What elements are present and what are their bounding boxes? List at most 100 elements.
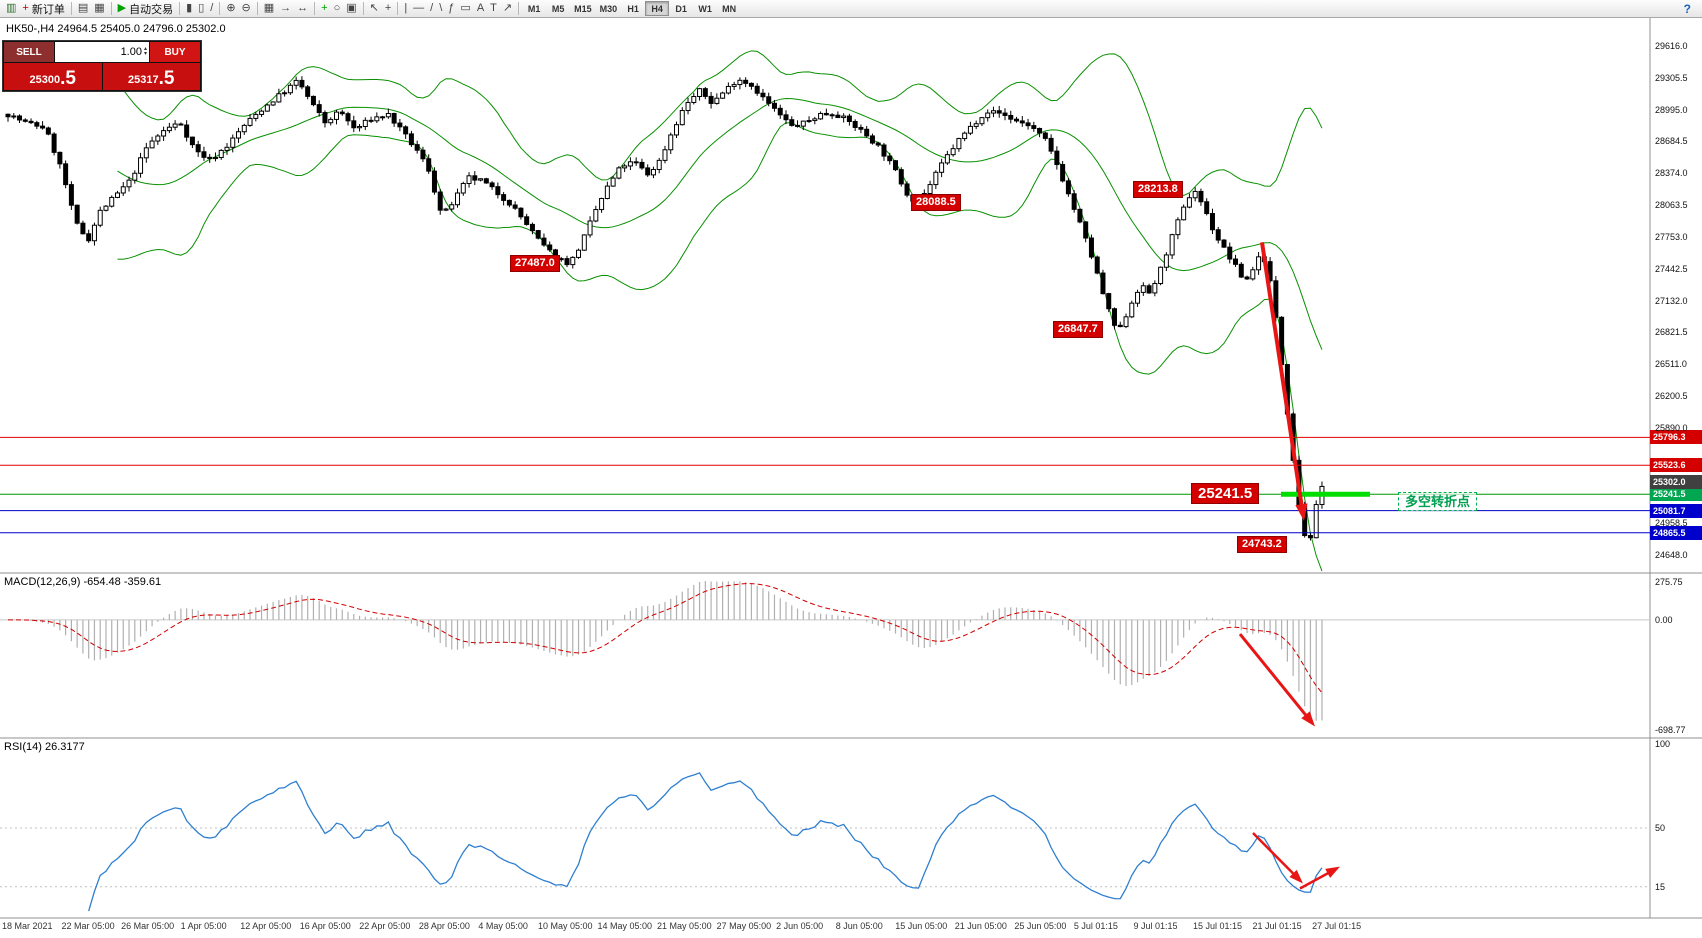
timeframe-m15-button[interactable]: M15 (574, 3, 592, 14)
candle-body (11, 115, 17, 118)
candle-body (1019, 120, 1025, 124)
auto-scroll-button[interactable]: → (277, 1, 294, 17)
candle-body (449, 204, 455, 210)
candle-body (576, 249, 582, 258)
candle-body (887, 155, 893, 162)
candle-body (414, 144, 420, 151)
cursor-button[interactable]: ↖ (367, 1, 382, 17)
zoom-out-button[interactable]: ⊖ (239, 1, 254, 17)
candle-body (420, 149, 426, 160)
candle-body (754, 85, 760, 94)
candle-body (80, 222, 86, 235)
trend-arrow-head (1325, 866, 1340, 878)
candle-body (737, 79, 743, 86)
add-indicator-icon: + (321, 2, 328, 14)
fibonacci-tool-button[interactable]: ƒ (445, 1, 457, 17)
candle-chart-mode-button[interactable]: ▯ (195, 1, 207, 17)
candle-body (1111, 308, 1117, 326)
candle-body (898, 169, 904, 185)
text-tool-button[interactable]: A (474, 1, 487, 17)
label-tool-button[interactable]: T (487, 1, 500, 17)
timeframe-w1-button[interactable]: W1 (698, 3, 712, 14)
bar-chart-mode-button[interactable]: ▮ (183, 1, 195, 17)
channel-tool-button[interactable]: \ (436, 1, 445, 17)
rsi-axis-50: 50 (1655, 823, 1666, 833)
candle-body (668, 134, 674, 151)
trend-arrow[interactable] (1252, 832, 1300, 881)
sell-price[interactable]: 25300 .5 (4, 63, 102, 90)
help-icon[interactable]: ? (1683, 1, 1691, 16)
sell-price-int: 25300 (29, 74, 61, 86)
timeframe-h1-button[interactable]: H1 (627, 3, 639, 14)
timeframe-d1-button[interactable]: D1 (675, 3, 687, 14)
candle-body (996, 110, 1002, 114)
candle-body (881, 144, 887, 157)
horizontal-line-tool-button[interactable]: — (410, 1, 427, 17)
time-axis-label: 1 Apr 05:00 (180, 921, 227, 931)
candle-body (236, 131, 242, 139)
market-watch-button[interactable]: ▦ (91, 1, 107, 17)
profiles-button[interactable]: ▤ (75, 1, 91, 17)
trendline-tool-button[interactable]: / (427, 1, 436, 17)
price-label-27487.0[interactable]: 27487.0 (510, 255, 560, 273)
chart-shift-button[interactable]: ↔ (294, 1, 311, 17)
line-chart-mode-button[interactable]: / (207, 1, 216, 17)
add-indicator-button[interactable]: + (318, 1, 330, 17)
buy-button[interactable]: BUY (150, 42, 200, 62)
candle-body (990, 110, 996, 114)
spinner-down-icon[interactable]: ▾ (143, 51, 147, 57)
zoom-in-icon: ⊕ (226, 2, 236, 14)
time-axis-label: 27 Jul 01:15 (1312, 921, 1362, 931)
buy-price[interactable]: 25317 .5 (102, 63, 200, 90)
candle-body (426, 158, 432, 172)
volume-field[interactable]: 1.00 ▴ ▾ (55, 42, 149, 62)
toolbar: ▥ + 新订单 ▤ ▦ ▶ 自动交易 ▮ ▯ / ⊕ ⊖ ▦ → ↔ + ○ ▣ ↖ + | — / \ ƒ ▭ A T ↗ M1 M5 M1… (0, 0, 1702, 18)
time-axis-label: 16 Apr 05:00 (299, 921, 351, 931)
timeframe-mn-button[interactable]: MN (722, 3, 737, 14)
period-refresh-button[interactable]: ○ (331, 1, 344, 17)
trend-arrow[interactable] (1260, 242, 1306, 516)
price-label-24743.2[interactable]: 24743.2 (1237, 536, 1287, 554)
candle-body (864, 128, 870, 137)
tile-windows-button[interactable]: ▦ (261, 1, 277, 17)
timeframe-m5-button[interactable]: M5 (551, 3, 565, 14)
price-axis-tick: 26821.5 (1655, 327, 1688, 338)
candle-body (541, 237, 547, 246)
timeframe-m1-button[interactable]: M1 (527, 3, 541, 14)
trend-arrow[interactable] (1238, 633, 1313, 723)
price-label-25241.5[interactable]: 25241.5 (1191, 483, 1260, 505)
candle-body (63, 163, 69, 186)
shapes-tool-button[interactable]: ▭ (457, 1, 473, 17)
candle-body (149, 140, 155, 149)
arrow-tool-button[interactable]: ↗ (500, 1, 515, 17)
candle-body (270, 101, 276, 106)
price-label-28088.5[interactable]: 28088.5 (911, 193, 961, 211)
sell-button[interactable]: SELL (4, 42, 54, 62)
timeframe-m30-button[interactable]: M30 (599, 3, 618, 14)
time-axis-label: 27 May 05:00 (716, 921, 772, 931)
new-chart-button[interactable]: ▥ (3, 1, 19, 17)
auto-trading-button[interactable]: ▶ 自动交易 (115, 1, 176, 17)
new-order-button[interactable]: + 新订单 (19, 1, 67, 17)
horizontal-line-tool-icon: — (413, 2, 425, 14)
buy-price-dec: .5 (158, 68, 175, 89)
vertical-line-tool-button[interactable]: | (401, 1, 410, 17)
mailbox-button[interactable]: ▣ (343, 1, 359, 17)
turning-point-annotation[interactable]: 多空转折点 (1398, 491, 1478, 511)
candle-body (1088, 237, 1094, 258)
crosshair-button[interactable]: + (382, 1, 394, 17)
volume-spinner[interactable]: ▴ ▾ (143, 46, 147, 57)
candle-body (1158, 266, 1164, 285)
candle-body (495, 186, 501, 196)
price-label-26847.7[interactable]: 26847.7 (1053, 320, 1103, 338)
candle-body (662, 149, 668, 161)
timeframe-h4-button[interactable]: H4 (645, 1, 670, 16)
candle-body (5, 113, 11, 118)
candle-body (316, 104, 322, 114)
spinner-up-icon[interactable]: ▴ (143, 46, 147, 52)
zoom-in-button[interactable]: ⊕ (223, 1, 238, 17)
candle-body (604, 185, 610, 199)
price-label-28213.8[interactable]: 28213.8 (1133, 180, 1183, 198)
